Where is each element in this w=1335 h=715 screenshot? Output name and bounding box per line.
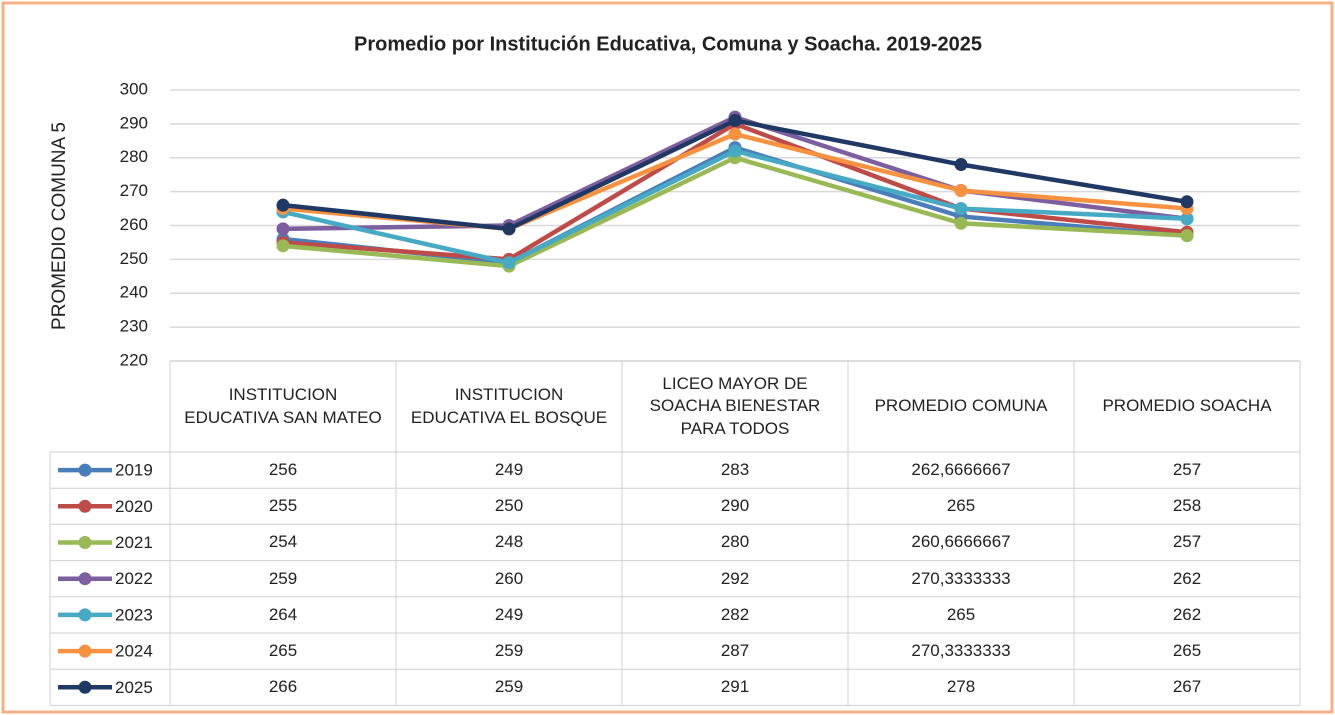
category-label: PROMEDIO SOACHA [1102,396,1272,416]
point [954,216,968,230]
table-value: 254 [268,532,298,552]
point [276,239,290,253]
y-tick-label: 300 [120,79,148,98]
table-value: 266 [268,677,298,697]
point [276,198,290,212]
point [1180,195,1194,209]
table-value: 287 [720,641,750,661]
legend-marker [78,536,92,549]
chart-title: Promedio por Institución Educativa, Comu… [354,33,982,55]
y-tick-label: 220 [120,350,148,369]
legend-marker [78,680,92,694]
table-value: 292 [720,568,750,588]
table-value: 260 [494,568,524,588]
point [502,256,516,270]
table-value: 290 [720,496,750,516]
table-value: 249 [494,460,524,480]
category-label: INSTITUCION EDUCATIVA SAN MATEO [184,385,382,427]
y-tick-label: 290 [120,113,148,132]
point [728,113,742,127]
series-line [282,148,1188,266]
point [728,127,742,141]
table-value: 264 [268,604,298,624]
table-value: 291 [720,677,750,697]
legend-label: 2025 [115,678,153,697]
table-value: 280 [720,532,750,552]
table-value: 265 [268,641,298,661]
category-label: LICEO MAYOR DE SOACHA BIENESTAR PARA TOD… [649,374,821,438]
table-value: 282 [720,604,750,624]
point [502,222,516,236]
y-tick-label: 230 [120,317,148,336]
legend-label: 2019 [115,461,153,480]
point [954,158,968,172]
table-value: 257 [1172,460,1202,480]
legend-marker [78,572,92,586]
legend-label: 2023 [115,605,153,624]
point [728,144,742,158]
table-value: 259 [494,641,524,661]
y-tick-label: 260 [120,215,148,234]
table-value: 260,6666667 [911,532,1011,552]
point [954,183,968,197]
table-value: 255 [268,496,298,516]
table-value: 262 [1172,568,1202,588]
category-label: PROMEDIO COMUNA [874,396,1048,416]
table-value: 257 [1172,532,1202,552]
point [1180,229,1194,243]
table-value: 249 [494,604,524,624]
table-value: 270,3333333 [911,641,1011,661]
table-value: 262,6666667 [911,460,1011,480]
legend-marker [78,608,92,622]
point [1180,212,1194,226]
y-axis-label: PROMEDIO COMUNA 5 [49,122,70,330]
table-value: 265 [1172,641,1202,661]
table-value: 259 [268,568,298,588]
y-tick-label: 280 [120,147,148,166]
table-value: 283 [720,460,750,480]
legend-label: 2022 [115,569,153,588]
table-value: 278 [946,677,976,697]
y-tick-label: 250 [120,249,148,268]
point [276,222,290,236]
table-value: 258 [1172,496,1202,516]
table-value: 265 [946,496,976,516]
y-tick-label: 240 [120,283,148,302]
point [954,202,968,216]
table-value: 265 [946,604,976,624]
legend-label: 2021 [115,533,153,552]
legend-label: 2024 [115,642,153,661]
y-tick-label: 270 [120,181,148,200]
table-value: 248 [494,532,524,552]
table-value: 256 [268,460,298,480]
legend-marker [78,644,92,658]
table-value: 259 [494,677,524,697]
legend-label: 2020 [115,497,153,516]
series-line [282,145,1188,266]
table-value: 250 [494,496,524,516]
table-value: 262 [1172,604,1202,624]
category-label: INSTITUCION EDUCATIVA EL BOSQUE [410,385,608,427]
legend-marker [78,499,92,513]
table-value: 270,3333333 [911,568,1011,588]
table-value: 267 [1172,677,1202,697]
legend-marker [78,463,92,477]
